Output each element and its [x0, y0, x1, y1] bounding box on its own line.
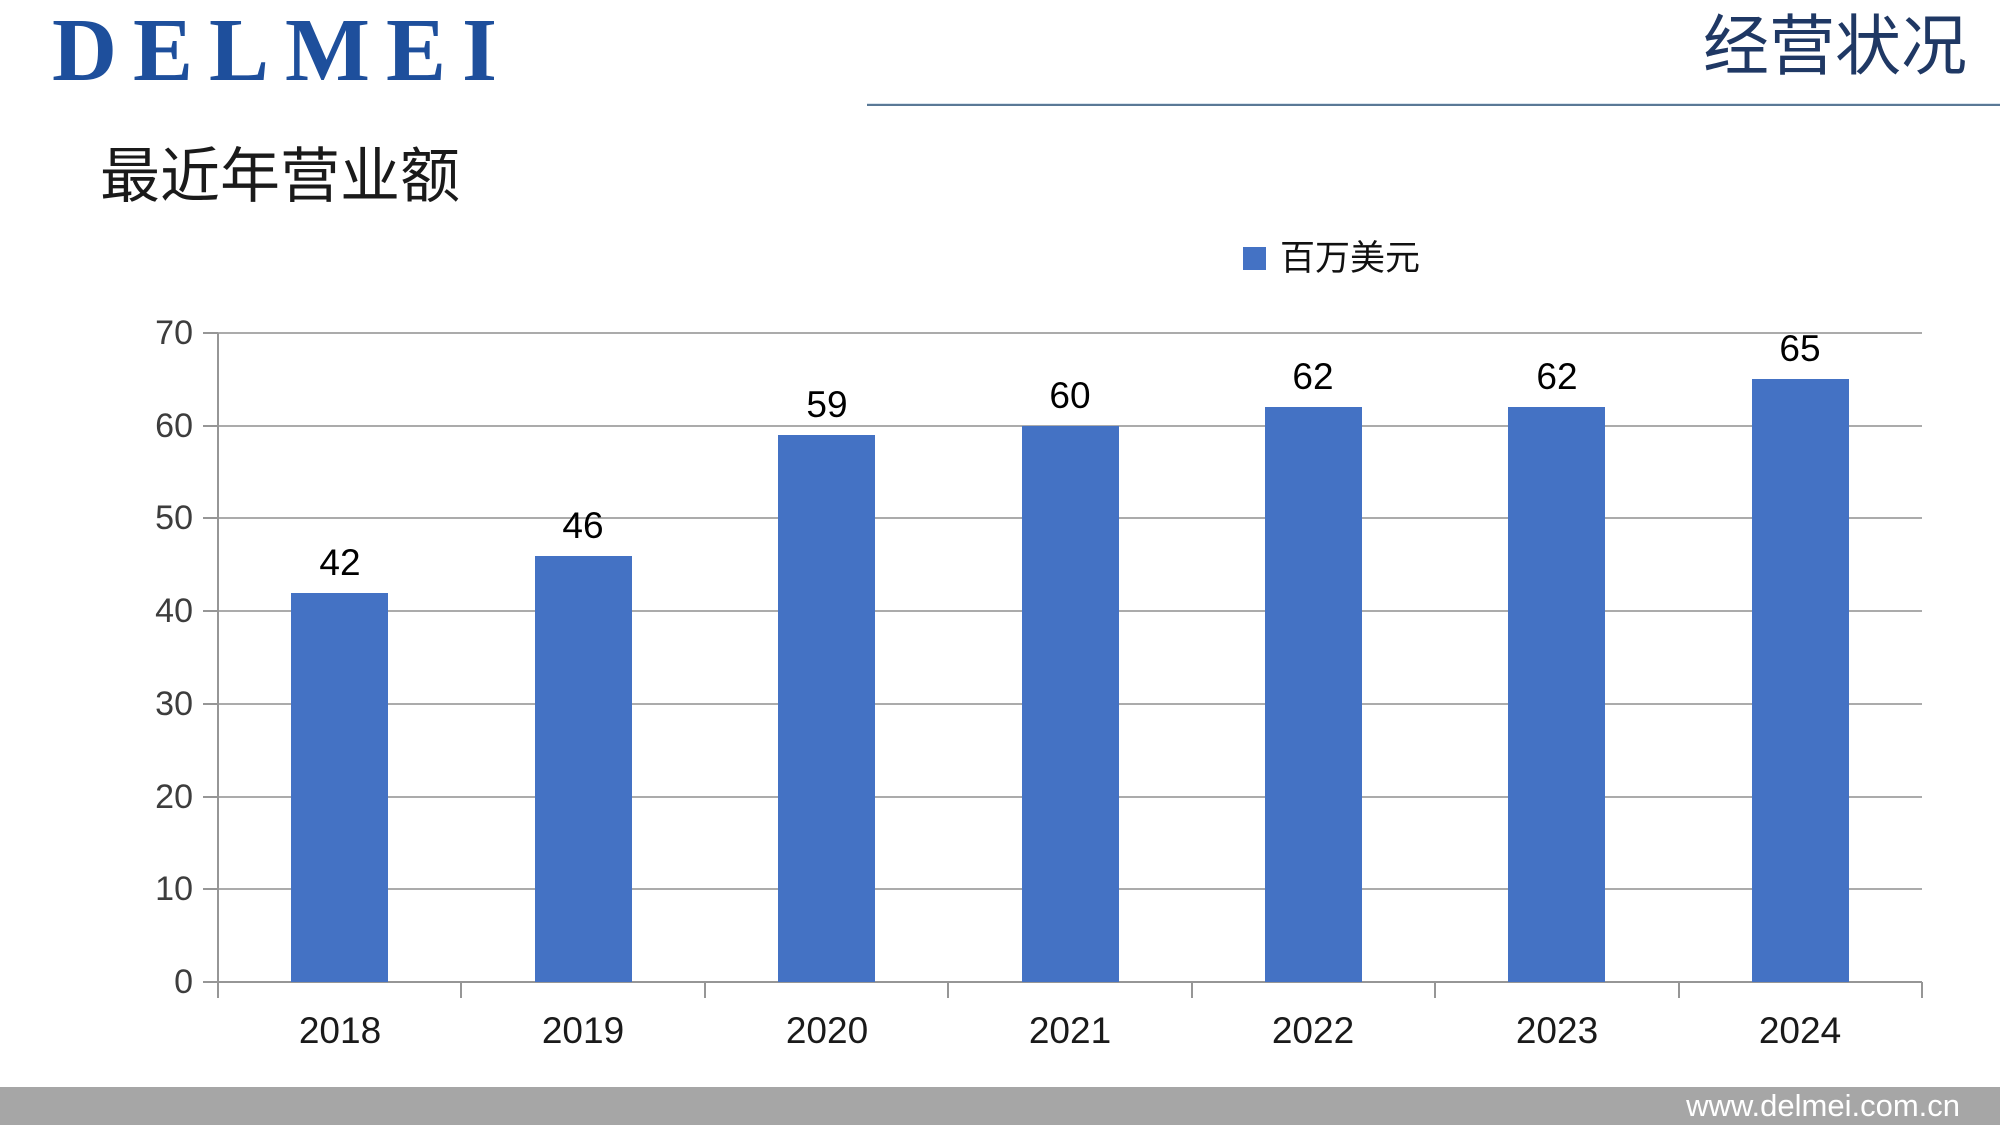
slide-title: 最近年营业额: [100, 143, 460, 210]
y-axis-tick-50: [203, 517, 218, 519]
y-axis-label-10: 10: [155, 870, 193, 908]
x-axis-label-2021: 2021: [1028, 1010, 1112, 1051]
y-axis-label-50: 50: [155, 499, 193, 537]
x-axis-tick-4: [1191, 982, 1193, 998]
bar-2021: [1022, 426, 1119, 982]
bar-value-label-2020: 59: [806, 384, 848, 425]
y-axis-label-70: 70: [155, 314, 193, 352]
y-axis-tick-10: [203, 888, 218, 890]
footer-website-url: www.delmei.com.cn: [1686, 1088, 1960, 1123]
x-axis-tick-6: [1678, 982, 1680, 998]
x-axis-label-2018: 2018: [298, 1010, 382, 1051]
bar-value-label-2024: 65: [1779, 328, 1821, 369]
section-label: 经营状况: [1703, 11, 1967, 84]
y-axis-label-60: 60: [155, 407, 193, 445]
bar-2022: [1265, 407, 1362, 982]
y-axis-label-30: 30: [155, 685, 193, 723]
y-axis-tick-60: [203, 425, 218, 427]
legend-label: 百万美元: [1280, 239, 1421, 278]
x-axis-label-2023: 2023: [1515, 1010, 1599, 1051]
y-axis-label-40: 40: [155, 592, 193, 630]
bar-2024: [1752, 379, 1849, 982]
bar-chart-plot-area: 0 10 20 30 40 50 60 70 42 2018 46 2019 59 2020 60 2021 6…: [155, 314, 1923, 1051]
y-axis-tick-0: [203, 981, 218, 983]
bar-value-label-2021: 60: [1049, 375, 1091, 416]
y-axis-tick-70: [203, 332, 218, 334]
x-axis-tick-1: [460, 982, 462, 998]
x-axis-tick-0: [217, 982, 219, 998]
bar-value-label-2023: 62: [1536, 356, 1578, 397]
gridline-0: [218, 981, 1922, 983]
bar-2019: [535, 556, 632, 982]
bar-value-label-2022: 62: [1292, 356, 1334, 397]
x-axis-tick-2: [704, 982, 706, 998]
x-axis-label-2024: 2024: [1758, 1010, 1842, 1051]
y-axis-label-0: 0: [174, 963, 193, 1001]
bar-2023: [1508, 407, 1605, 982]
x-axis-tick-3: [947, 982, 949, 998]
x-axis-label-2022: 2022: [1271, 1010, 1355, 1051]
gridline-70: [218, 332, 1922, 334]
bar-2018: [291, 593, 388, 982]
bar-value-label-2018: 42: [319, 542, 361, 583]
chart-legend: 百万美元: [1243, 241, 1420, 276]
company-logo: DELMEI: [52, 1, 514, 100]
y-axis-label-20: 20: [155, 778, 193, 816]
bar-2020: [778, 435, 875, 982]
x-axis-label-2019: 2019: [541, 1010, 625, 1051]
header-divider-line: [867, 103, 2000, 106]
x-axis-tick-5: [1434, 982, 1436, 998]
y-axis-tick-40: [203, 610, 218, 612]
footer-bar: www.delmei.com.cn: [0, 1087, 2000, 1125]
x-axis-tick-7: [1921, 982, 1923, 998]
y-axis-tick-30: [203, 703, 218, 705]
y-axis-line: [217, 333, 219, 998]
bar-value-label-2019: 46: [562, 505, 604, 546]
y-axis-tick-20: [203, 796, 218, 798]
legend-swatch-icon: [1243, 247, 1266, 270]
x-axis-label-2020: 2020: [785, 1010, 869, 1051]
